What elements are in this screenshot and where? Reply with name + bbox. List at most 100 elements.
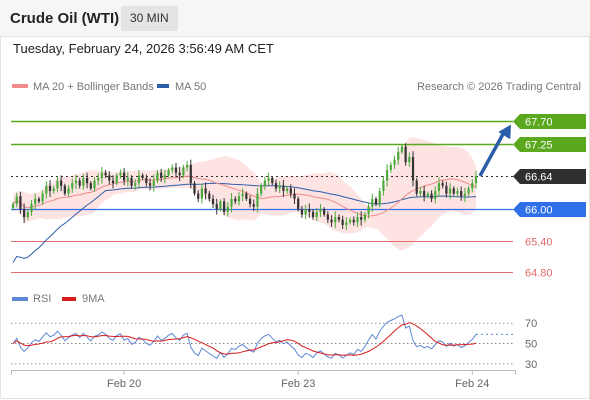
candle-body xyxy=(293,193,296,199)
candle-body xyxy=(126,177,129,181)
level-label-66.64: 66.64 xyxy=(525,172,553,184)
candle-body xyxy=(260,185,263,194)
timestamp: Tuesday, February 24, 2026 3:56:49 AM CE… xyxy=(13,41,274,56)
candle xyxy=(41,190,44,205)
candle-body xyxy=(371,198,374,207)
candle xyxy=(374,196,378,207)
candle-body xyxy=(208,193,211,199)
rsi-ma-line xyxy=(12,322,477,356)
candle xyxy=(326,211,329,224)
candle-body xyxy=(348,219,352,223)
candle xyxy=(297,196,300,212)
instrument-title: Crude Oil (WTI) xyxy=(10,10,120,27)
candle-body xyxy=(93,180,96,189)
candle-body xyxy=(337,217,341,220)
candle-body xyxy=(456,191,459,194)
x-tick-label: Feb 20 xyxy=(107,378,141,390)
candle xyxy=(400,144,404,154)
candle-body xyxy=(137,175,141,184)
candle xyxy=(178,166,181,182)
candle-body xyxy=(245,193,248,199)
candle xyxy=(30,200,33,216)
candle xyxy=(345,217,348,231)
candle-body xyxy=(315,211,318,218)
candle xyxy=(171,164,174,174)
candle xyxy=(15,192,18,208)
candle-body xyxy=(430,193,433,199)
candle xyxy=(311,209,315,220)
candle xyxy=(37,196,41,204)
level-lines xyxy=(11,120,513,273)
level-label-67.25: 67.25 xyxy=(525,140,553,152)
candle xyxy=(126,172,129,187)
projection-arrow xyxy=(478,124,511,177)
candle xyxy=(26,209,29,220)
candle xyxy=(423,185,426,202)
candle xyxy=(134,179,137,190)
candle-body xyxy=(71,183,74,189)
candle-body xyxy=(45,185,48,194)
candle xyxy=(19,191,22,214)
candle-body xyxy=(445,185,448,194)
candle xyxy=(282,179,285,197)
candle xyxy=(304,204,307,220)
candle-body xyxy=(345,222,348,225)
candle-body xyxy=(167,170,170,176)
level-label-66.00: 66.00 xyxy=(525,205,553,217)
candle-body xyxy=(156,172,159,181)
candle-body xyxy=(400,146,404,152)
candle xyxy=(460,186,463,201)
candle-body xyxy=(23,209,26,218)
candle-body xyxy=(215,204,218,210)
candle-body xyxy=(404,146,407,163)
candle-body xyxy=(226,206,229,212)
candle-body xyxy=(163,175,166,178)
candle-body xyxy=(385,170,389,181)
candle xyxy=(419,187,422,198)
ma50-legend-label: MA 50 xyxy=(175,81,206,93)
candle-body xyxy=(360,217,363,220)
candle-body xyxy=(185,164,189,168)
candle xyxy=(197,190,200,203)
candle xyxy=(271,175,274,186)
candle-body xyxy=(111,180,115,184)
candle-body xyxy=(382,180,385,191)
candle xyxy=(156,170,159,184)
candle-body xyxy=(393,159,396,165)
candle xyxy=(182,164,185,179)
timeframe-selector[interactable]: 30 MIN xyxy=(121,6,178,31)
candle-body xyxy=(37,198,41,202)
candle xyxy=(448,183,452,199)
candle-body xyxy=(448,188,452,194)
candle xyxy=(93,177,96,192)
bollinger-bands xyxy=(13,137,476,251)
candle-body xyxy=(452,188,455,194)
candle-body xyxy=(274,183,278,189)
candle-body xyxy=(85,177,89,184)
candle-body xyxy=(234,198,237,202)
candle xyxy=(378,187,381,208)
candle-body xyxy=(319,209,322,212)
candle-body xyxy=(197,193,200,199)
candle-body xyxy=(108,175,111,181)
rsi-tick-70: 70 xyxy=(525,318,537,330)
candle-body xyxy=(60,180,63,186)
projection-arrow-shaft xyxy=(478,129,507,177)
candle xyxy=(71,178,74,193)
candle xyxy=(441,180,444,189)
candle-body xyxy=(256,193,259,207)
candle-body xyxy=(119,172,122,176)
candle xyxy=(241,188,244,202)
candle xyxy=(63,183,66,196)
candle xyxy=(189,159,192,189)
candle-body xyxy=(367,206,370,215)
candle-body xyxy=(145,177,148,184)
candle xyxy=(389,162,392,173)
candle xyxy=(348,217,352,225)
candle-body xyxy=(134,183,137,186)
candle-body xyxy=(219,201,222,210)
candle xyxy=(145,174,148,187)
candle xyxy=(163,170,166,184)
candle-body xyxy=(248,198,252,205)
